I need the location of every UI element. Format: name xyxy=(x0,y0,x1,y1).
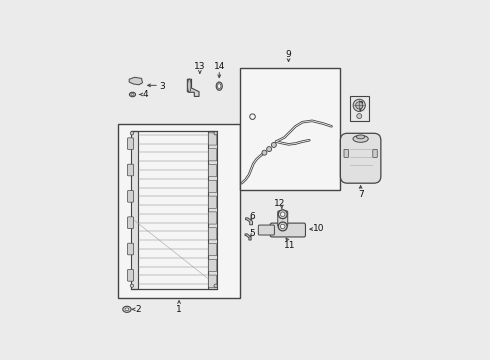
Text: 2: 2 xyxy=(135,305,141,314)
Ellipse shape xyxy=(125,308,129,311)
FancyBboxPatch shape xyxy=(208,212,217,224)
Circle shape xyxy=(271,143,276,148)
FancyBboxPatch shape xyxy=(208,133,217,145)
Ellipse shape xyxy=(123,306,131,312)
Ellipse shape xyxy=(353,135,368,142)
Circle shape xyxy=(214,132,217,135)
Text: 5: 5 xyxy=(249,229,255,238)
Polygon shape xyxy=(245,218,252,225)
FancyBboxPatch shape xyxy=(127,164,134,176)
FancyBboxPatch shape xyxy=(341,133,381,183)
FancyBboxPatch shape xyxy=(127,190,134,202)
Circle shape xyxy=(214,284,217,287)
FancyBboxPatch shape xyxy=(208,259,217,271)
Circle shape xyxy=(280,224,285,229)
FancyBboxPatch shape xyxy=(127,217,134,229)
Text: 9: 9 xyxy=(286,50,292,59)
Bar xyxy=(349,96,369,121)
Text: 8: 8 xyxy=(358,101,364,110)
Bar xyxy=(130,131,138,288)
Text: 12: 12 xyxy=(274,199,285,208)
Text: 1: 1 xyxy=(176,305,182,314)
Text: 7: 7 xyxy=(358,190,364,199)
FancyBboxPatch shape xyxy=(127,138,134,149)
FancyBboxPatch shape xyxy=(127,270,134,281)
FancyBboxPatch shape xyxy=(258,225,274,235)
Circle shape xyxy=(130,132,134,135)
Text: 6: 6 xyxy=(249,212,255,221)
FancyBboxPatch shape xyxy=(208,275,217,287)
Polygon shape xyxy=(129,77,143,85)
Circle shape xyxy=(356,102,363,109)
Text: 3: 3 xyxy=(160,82,165,91)
FancyBboxPatch shape xyxy=(373,149,377,157)
Circle shape xyxy=(278,210,287,219)
Polygon shape xyxy=(245,234,251,240)
Polygon shape xyxy=(187,79,199,96)
Circle shape xyxy=(262,150,267,155)
FancyBboxPatch shape xyxy=(208,196,217,208)
Text: 13: 13 xyxy=(194,62,206,71)
FancyBboxPatch shape xyxy=(208,180,217,193)
Ellipse shape xyxy=(188,79,191,92)
FancyBboxPatch shape xyxy=(127,243,134,255)
Text: 10: 10 xyxy=(313,224,324,233)
Bar xyxy=(240,68,340,190)
FancyBboxPatch shape xyxy=(344,149,348,157)
FancyBboxPatch shape xyxy=(270,223,305,237)
Text: 14: 14 xyxy=(214,62,225,71)
FancyBboxPatch shape xyxy=(278,211,288,226)
Circle shape xyxy=(267,147,271,152)
FancyBboxPatch shape xyxy=(208,165,217,177)
FancyBboxPatch shape xyxy=(208,243,217,256)
FancyBboxPatch shape xyxy=(208,149,217,161)
Circle shape xyxy=(357,114,362,118)
Ellipse shape xyxy=(216,82,222,90)
Circle shape xyxy=(353,99,366,112)
Ellipse shape xyxy=(218,84,221,89)
FancyBboxPatch shape xyxy=(208,228,217,240)
Text: 4: 4 xyxy=(143,90,148,99)
Bar xyxy=(208,131,217,288)
Circle shape xyxy=(278,222,287,231)
Ellipse shape xyxy=(129,92,136,97)
Circle shape xyxy=(280,212,285,216)
Ellipse shape xyxy=(131,94,134,95)
Circle shape xyxy=(130,284,134,287)
Bar xyxy=(118,123,240,298)
Text: 11: 11 xyxy=(284,241,295,250)
Ellipse shape xyxy=(356,135,365,139)
